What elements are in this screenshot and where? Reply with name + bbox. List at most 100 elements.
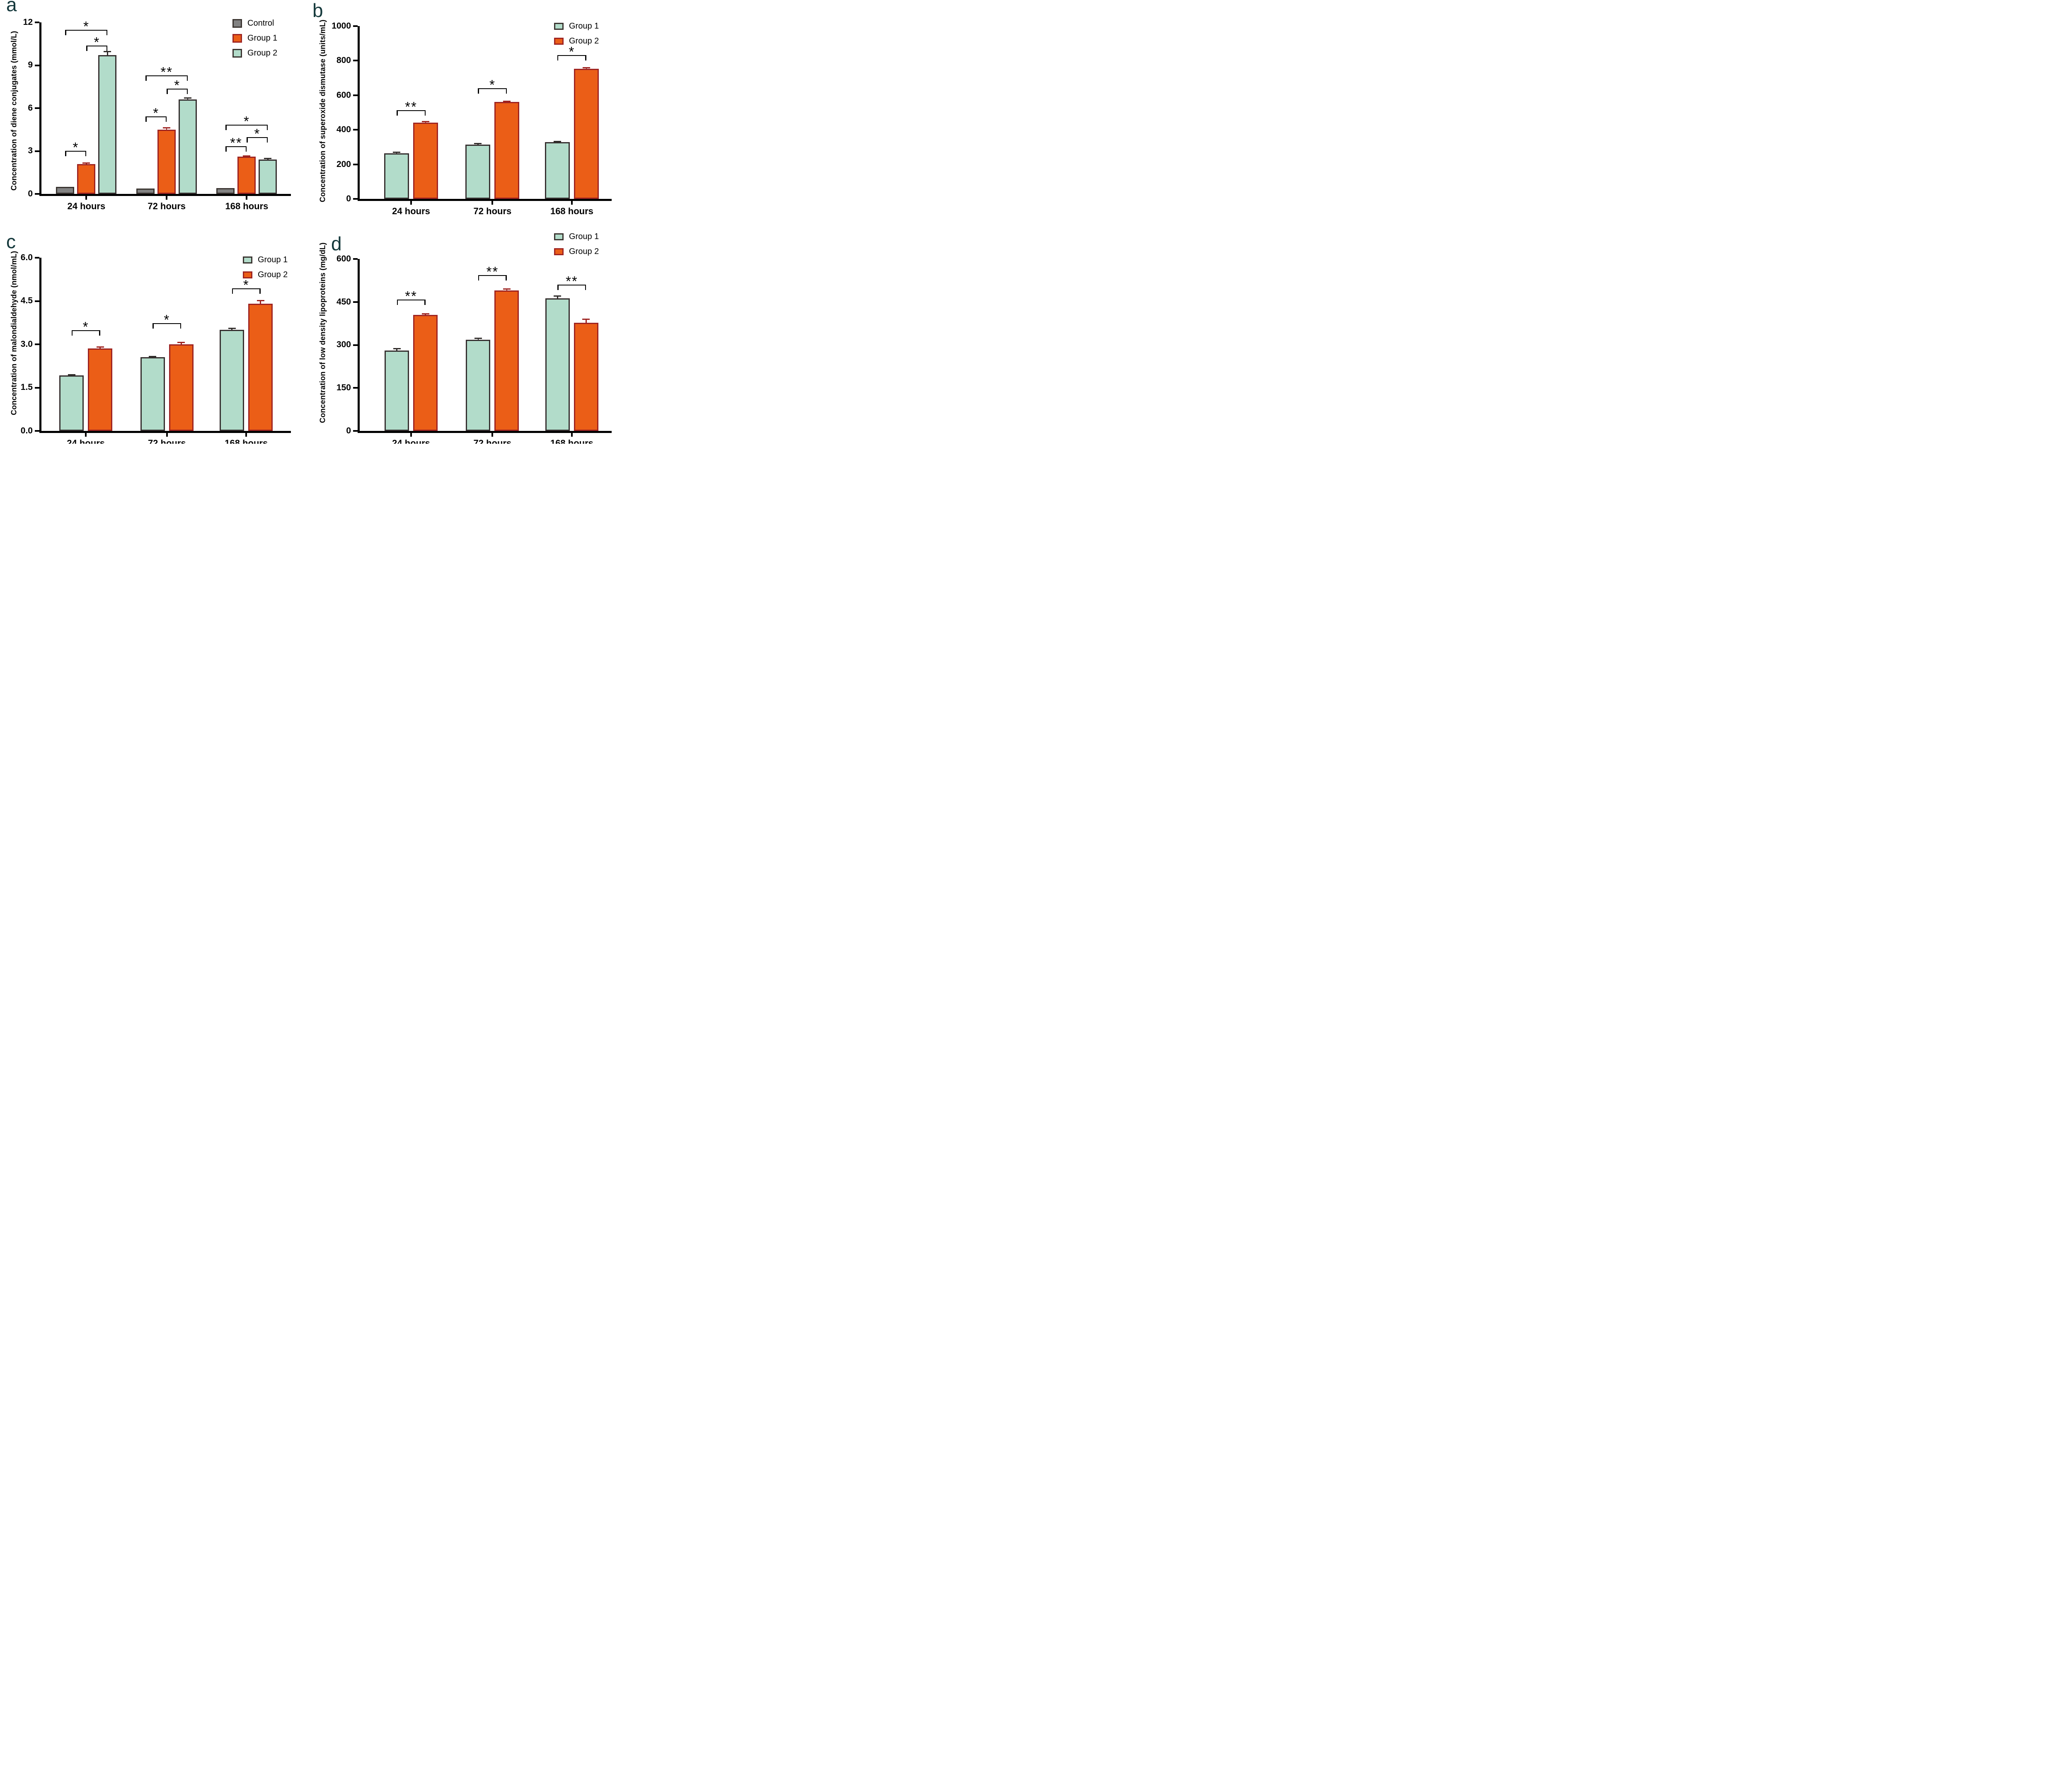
bracket-end bbox=[165, 117, 167, 122]
legend-item-group-2: Group 2 bbox=[243, 270, 288, 280]
significance-bracket: * bbox=[232, 278, 261, 294]
y-tick-mark bbox=[35, 107, 39, 109]
bracket-end bbox=[585, 285, 586, 290]
legend-swatch bbox=[554, 23, 564, 30]
legend-label: Group 1 bbox=[569, 232, 599, 241]
error-bar-cap bbox=[474, 338, 482, 339]
bracket-end bbox=[180, 324, 182, 329]
y-tick-mark bbox=[353, 301, 358, 303]
significance-label: ** bbox=[405, 99, 417, 114]
legend-swatch bbox=[243, 271, 252, 278]
category-label: 168 hours bbox=[225, 201, 269, 211]
bracket-end bbox=[232, 289, 233, 294]
y-tick-mark bbox=[35, 150, 39, 152]
x-tick-mark bbox=[571, 201, 573, 205]
error-bar-stem bbox=[396, 348, 397, 351]
legend: Group 1 Group 2 bbox=[243, 255, 288, 285]
significance-bracket: * bbox=[86, 35, 108, 51]
panel-letter-b: b bbox=[312, 0, 323, 21]
x-tick-mark bbox=[410, 201, 412, 205]
significance-bracket: ** bbox=[397, 100, 426, 116]
x-tick-mark bbox=[166, 196, 168, 200]
bar-group-1 bbox=[77, 164, 96, 194]
bracket-end bbox=[65, 31, 66, 36]
four-panel-bar-chart-figure: a Concentration of diene conjugates (mmo… bbox=[0, 0, 612, 444]
error-bar-cap bbox=[82, 162, 90, 164]
bracket-end bbox=[557, 56, 559, 61]
y-tick-label: 150 bbox=[336, 383, 351, 393]
significance-label: * bbox=[174, 77, 181, 93]
bracket-end bbox=[424, 300, 426, 305]
y-tick-label: 6 bbox=[28, 103, 33, 113]
bracket-end bbox=[85, 151, 87, 156]
y-tick-label: 1000 bbox=[332, 21, 351, 31]
legend-item-group-1: Group 1 bbox=[554, 232, 599, 242]
significance-bracket: * bbox=[247, 127, 268, 143]
bar-group-1 bbox=[545, 298, 570, 431]
bar-group-1 bbox=[545, 142, 570, 199]
category-label: 24 hours bbox=[392, 206, 430, 216]
error-bar-stem bbox=[187, 98, 189, 100]
significance-label: * bbox=[73, 139, 79, 155]
significance-bracket: * bbox=[65, 140, 87, 156]
y-tick-mark bbox=[353, 60, 358, 62]
y-axis-label-a: Concentration of diene conjugates (mmol/… bbox=[10, 31, 18, 191]
y-tick-mark bbox=[35, 343, 39, 345]
y-tick-mark bbox=[35, 257, 39, 259]
y-tick-mark bbox=[353, 198, 358, 200]
bracket-end bbox=[145, 117, 147, 122]
error-bar-cap bbox=[264, 158, 272, 160]
error-bar-cap bbox=[393, 348, 401, 349]
bracket-end bbox=[71, 331, 73, 336]
panel-letter-a: a bbox=[6, 0, 17, 15]
bracket-end bbox=[245, 147, 247, 152]
significance-label: * bbox=[82, 319, 89, 335]
bracket-end bbox=[506, 276, 507, 281]
x-tick-mark bbox=[245, 433, 247, 437]
bar-group-2 bbox=[179, 99, 197, 194]
legend-label: Control bbox=[247, 19, 274, 28]
category-label: 72 hours bbox=[148, 201, 186, 211]
significance-bracket: * bbox=[145, 106, 167, 122]
bar-control bbox=[136, 188, 155, 194]
y-tick-label: 600 bbox=[336, 90, 351, 100]
error-bar-cap bbox=[474, 143, 482, 145]
legend: Group 1 Group 2 bbox=[554, 232, 599, 262]
x-tick-mark bbox=[571, 433, 573, 437]
significance-bracket: * bbox=[225, 114, 268, 131]
panel-letter-c: c bbox=[6, 231, 16, 252]
y-tick-mark bbox=[35, 22, 39, 23]
legend-item-group-2: Group 2 bbox=[554, 247, 599, 256]
bracket-end bbox=[259, 289, 261, 294]
bar-group-2 bbox=[413, 314, 438, 431]
x-tick-mark bbox=[246, 196, 248, 200]
bar-group-2 bbox=[248, 304, 273, 431]
y-axis-label-b: Concentration of superoxide dismutase (u… bbox=[318, 19, 327, 202]
plot-area-b: 0 200 400 600 800 1000 24 hours 72 hours 168 hou… bbox=[332, 21, 612, 216]
bracket-end bbox=[86, 46, 87, 51]
error-bar-cap bbox=[96, 346, 104, 348]
y-tick-label: 1.5 bbox=[20, 382, 33, 392]
bar-group-2 bbox=[494, 102, 520, 199]
legend-swatch bbox=[554, 38, 564, 45]
x-tick-mark bbox=[491, 201, 494, 205]
y-tick-label: 6.0 bbox=[20, 252, 33, 262]
legend-label: Group 1 bbox=[247, 34, 278, 43]
error-bar-stem bbox=[260, 300, 261, 305]
y-tick-label: 600 bbox=[336, 254, 351, 264]
error-bar-stem bbox=[152, 356, 153, 358]
error-bar-stem bbox=[477, 143, 479, 145]
panel-b: b Concentration of superoxide dismutase … bbox=[306, 0, 612, 222]
bar-group-2 bbox=[88, 348, 113, 431]
error-bar-cap bbox=[68, 374, 75, 376]
bracket-end bbox=[225, 126, 227, 131]
plot-area-c: 0.0 1.5 3.0 4.5 6.0 24 hours 72 hours 168 hours… bbox=[21, 253, 291, 444]
bar-group-2 bbox=[169, 344, 194, 431]
bracket-end bbox=[145, 76, 147, 81]
bar-group-2 bbox=[98, 55, 117, 194]
bracket-end bbox=[247, 138, 248, 143]
bracket-end bbox=[478, 89, 479, 94]
y-tick-label: 0 bbox=[346, 193, 351, 203]
y-tick-mark bbox=[353, 129, 358, 131]
significance-bracket: * bbox=[71, 320, 100, 336]
